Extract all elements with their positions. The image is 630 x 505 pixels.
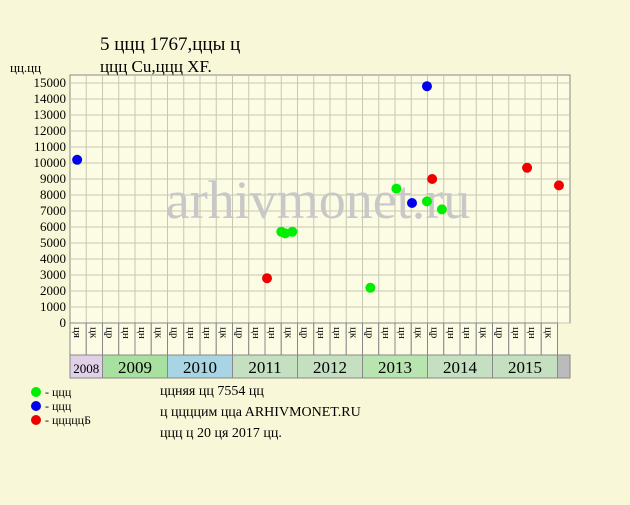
quarter-label: цн [331,327,343,339]
y-tick-label: 10000 [34,155,67,170]
plot-area [69,74,571,324]
point [553,180,564,191]
chart-title: 5 ццц 1767,ццы ц [100,34,240,55]
year-label: 2012 [313,358,347,377]
quarter-label: цн [136,327,148,339]
quarter-label: цр [104,327,116,339]
quarter-label: цн [380,327,392,339]
legend-marker [31,387,41,397]
quarter-label: цр [494,327,506,339]
quarter-label: цн [185,327,197,339]
quarter-label: цн [510,327,522,339]
point [407,198,418,208]
note: ццц ц 20 ця 2017 цц. [160,426,282,441]
quarter-label: цн [315,327,327,339]
watermark: arhivmonet.ru [166,170,470,230]
year-label: 2010 [183,358,217,377]
point [436,204,447,215]
year-label: 2011 [248,358,281,377]
year-label: 2008 [73,361,99,376]
point [262,273,273,284]
legend-marker [31,415,41,425]
y-tick-label: 15000 [34,75,67,90]
y-tick-label: 14000 [34,91,67,106]
quarter-label: цн [461,327,473,339]
quarter-label: цр [234,327,246,339]
y-tick-label: 11000 [34,139,66,154]
y-tick-label: 4000 [40,251,66,266]
point [365,282,376,293]
legend-label: - ццц [45,399,72,413]
legend-marker [31,401,41,411]
quarter-label: цр [364,327,376,339]
quarter-label: цр [429,327,441,339]
y-tick-label: 7000 [40,203,66,218]
chart-subtitle: ццц Cu,ццц XF. [100,57,212,76]
year-label: 2015 [508,358,542,377]
quarter-label: цр [169,327,181,339]
y-tick-label: 12000 [34,123,67,138]
note: ц ццццим ццa ARHIVMONET.RU [160,405,361,420]
y-tick-label: 9000 [40,171,66,186]
point [391,183,402,194]
quarter-label: цн [266,327,278,339]
point [421,81,432,92]
quarter-label: цр [299,327,311,339]
quarter-label: цн [120,327,132,339]
year-label: 2013 [378,358,412,377]
quarter-label: цк [87,327,99,339]
axis-tail [557,354,571,379]
y-tick-label: 3000 [40,267,66,282]
point [427,174,438,184]
point [421,196,432,207]
quarter-label: цн [201,327,213,339]
y-tick-label: 6000 [40,219,66,234]
quarter-label: цк [412,327,424,339]
y-tick-label: 1000 [40,299,66,314]
y-axis-label: цц.цц [10,60,41,75]
quarter-label: цн [396,327,408,339]
quarter-label: цн [445,327,457,339]
quarter-cell [540,322,558,356]
note: ццняя цц 7554 цц [160,384,264,399]
point [522,162,533,173]
y-tick-label: 8000 [40,187,66,202]
legend-label: - ццц [45,385,72,399]
quarter-label: ця [71,327,83,338]
legend-label: - цццццБ [45,413,91,427]
quarter-label: цн [250,327,262,339]
quarter-label: цк [217,327,229,339]
quarter-label: цк [347,327,359,339]
quarter-label: цк [152,327,164,339]
y-tick-label: 13000 [34,107,67,122]
y-tick-label: 0 [60,315,67,330]
quarter-label: цк [542,327,554,339]
quarter-label: цк [477,327,489,339]
quarter-label: цн [526,327,538,339]
year-label: 2014 [443,358,478,377]
quarter-label: цк [282,327,294,339]
year-label: 2009 [118,358,152,377]
point [287,226,298,237]
y-tick-label: 2000 [40,283,66,298]
y-tick-label: 5000 [40,235,66,250]
point [72,154,83,165]
